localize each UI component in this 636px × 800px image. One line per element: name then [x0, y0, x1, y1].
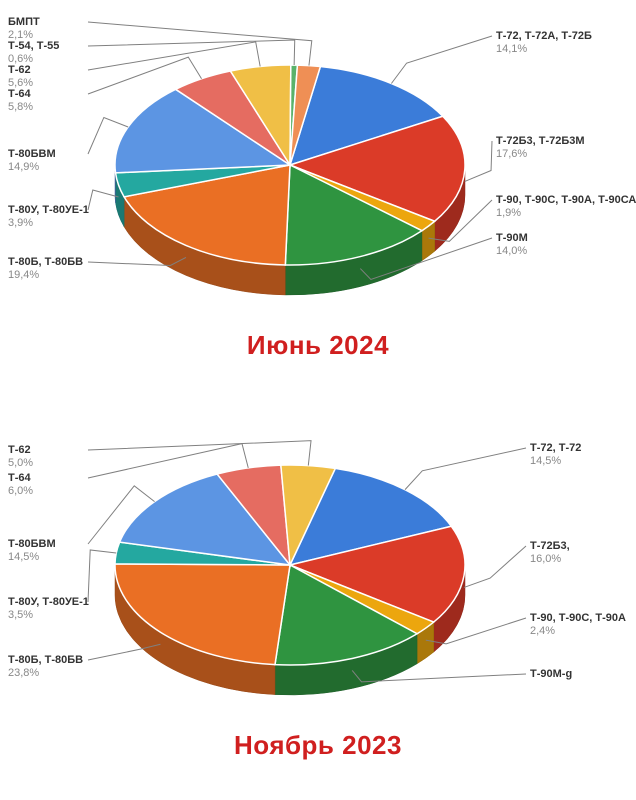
chart-june-2024: Т-72, Т-72А, Т-72Б14,1%Т-72Б3, Т-72Б3М17… — [0, 0, 636, 400]
pie-svg — [0, 400, 636, 760]
chart-nov-2023: Т-72, Т-7214,5%Т-72Б3,16,0%Т-90, Т-90С, … — [0, 400, 636, 800]
pie-svg — [0, 0, 636, 360]
pie-slice — [115, 564, 290, 665]
chart-title: Ноябрь 2023 — [0, 730, 636, 761]
chart-title: Июнь 2024 — [0, 330, 636, 361]
